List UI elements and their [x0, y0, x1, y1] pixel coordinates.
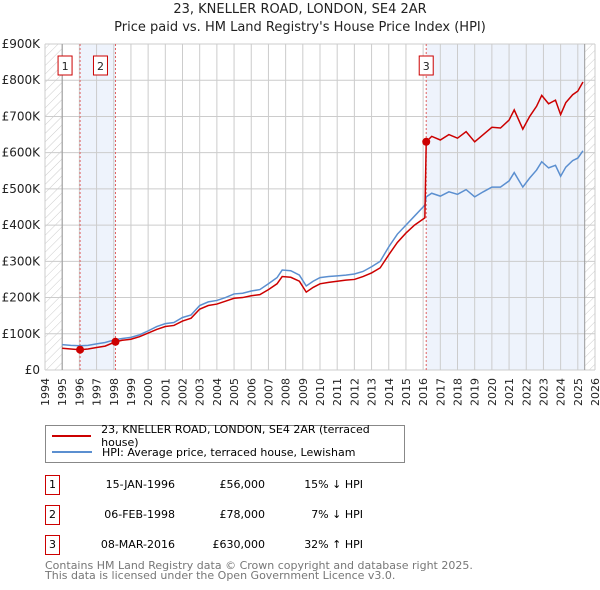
sale-label: 3: [423, 60, 430, 73]
sale-label-box: [92, 55, 108, 76]
transaction-date: 08-MAR-2016: [100, 538, 175, 551]
footer: Contains HM Land Registry data © Crown c…: [45, 559, 473, 582]
y-tick-label: £400K: [2, 218, 42, 232]
sale-label: 1: [62, 60, 69, 73]
hatch-after-data: [584, 44, 595, 370]
x-tick-label: 2018: [452, 378, 465, 406]
transaction-marker: 3: [45, 535, 60, 555]
x-tick-label: 2009: [297, 378, 310, 406]
transaction-row: 1 15-JAN-1996 £56,000 15% ↓ HPI: [45, 475, 375, 495]
property-price-line: [62, 81, 584, 351]
sale-label-box: [418, 55, 434, 76]
y-tick-label: £100K: [2, 327, 42, 341]
footer-line1: Contains HM Land Registry data © Crown c…: [45, 559, 473, 572]
x-tick-label: 1998: [108, 378, 121, 406]
transaction-marker: 2: [45, 505, 60, 525]
chart-title: 23, KNELLER ROAD, LONDON, SE4 2AR: [173, 2, 427, 17]
x-tick-label: 2011: [331, 378, 344, 406]
x-tick-label: 2019: [469, 378, 482, 406]
transaction-row: 2 06-FEB-1998 £78,000 7% ↓ HPI: [45, 505, 375, 525]
x-tick-label: 2023: [537, 378, 550, 406]
x-tick-label: 2005: [228, 378, 241, 406]
transaction-date: 15-JAN-1996: [105, 478, 175, 491]
transaction-price: £78,000: [219, 508, 266, 521]
chart-subtitle: Price paid vs. HM Land Registry's House …: [114, 20, 486, 35]
x-tick-label: 1994: [39, 378, 52, 406]
hpi-line: [62, 150, 584, 347]
x-tick-label: 2014: [383, 378, 396, 406]
sale-label-box: [57, 55, 73, 76]
hatch-before-data: [45, 44, 63, 370]
legend-swatch-red: [52, 435, 92, 437]
sale-point: [76, 345, 85, 354]
x-tick-label: 2021: [503, 378, 516, 406]
y-tick-label: £800K: [2, 73, 42, 87]
x-tick-label: 2010: [314, 378, 327, 406]
x-tick-label: 2007: [262, 378, 275, 406]
x-tick-label: 2024: [555, 378, 568, 406]
legend-item-property: 23, KNELLER ROAD, LONDON, SE4 2AR (terra…: [46, 423, 404, 449]
x-tick-label: 2004: [211, 378, 224, 406]
sale-point: [422, 137, 431, 146]
x-tick-label: 2000: [142, 378, 155, 406]
transaction-row: 3 08-MAR-2016 £630,000 32% ↑ HPI: [45, 535, 375, 555]
y-tick-label: £700K: [2, 109, 42, 123]
transaction-hpi-diff: 32% ↑ HPI: [304, 538, 363, 551]
x-tick-label: 2026: [589, 378, 600, 406]
x-tick-label: 2008: [280, 378, 293, 406]
x-tick-label: 2016: [417, 378, 430, 406]
x-tick-label: 2001: [159, 378, 172, 406]
transaction-marker: 1: [45, 475, 60, 495]
x-tick-label: 2013: [366, 378, 379, 406]
x-tick-label: 1997: [91, 378, 104, 406]
footer-line2: This data is licensed under the Open Gov…: [45, 569, 396, 582]
x-tick-label: 2003: [194, 378, 207, 406]
x-tick-label: 2017: [434, 378, 447, 406]
price-chart: 1994 1995 1996 1997 1998 1999 2000 2001 2002 2003…: [2, 37, 600, 406]
shaded-period: [80, 44, 116, 370]
legend-label: 23, KNELLER ROAD, LONDON, SE4 2AR (terra…: [101, 423, 370, 449]
transaction-hpi-diff: 15% ↓ HPI: [304, 478, 363, 491]
x-tick-label: 2025: [572, 378, 585, 406]
shaded-period: [426, 44, 585, 370]
y-tick-label: £500K: [2, 182, 42, 196]
transaction-hpi-diff: 7% ↓ HPI: [311, 508, 363, 521]
x-tick-label: 1996: [73, 378, 86, 406]
x-tick-label: 2015: [400, 378, 413, 406]
legend: 23, KNELLER ROAD, LONDON, SE4 2AR (terra…: [45, 423, 405, 463]
transaction-date: 06-FEB-1998: [104, 508, 175, 521]
y-tick-label: £0: [25, 363, 40, 377]
y-tick-label: £900K: [2, 37, 42, 51]
x-tick-label: 2012: [348, 378, 361, 406]
sale-label: 2: [97, 60, 104, 73]
legend-swatch-blue: [52, 451, 92, 453]
y-tick-label: £200K: [2, 291, 42, 305]
x-tick-label: 2002: [177, 378, 190, 406]
x-tick-label: 2006: [245, 378, 258, 406]
y-tick-label: £600K: [2, 146, 42, 160]
x-tick-label: 2020: [486, 378, 499, 406]
legend-item-hpi: HPI: Average price, terraced house, Lewi…: [46, 444, 355, 460]
x-tick-label: 1999: [125, 378, 138, 406]
legend-label: HPI: Average price, terraced house, Lewi…: [102, 445, 356, 459]
x-tick-label: 1995: [56, 378, 69, 406]
transaction-price: £56,000: [219, 478, 266, 491]
sale-point: [111, 337, 120, 346]
transaction-price: £630,000: [212, 538, 266, 551]
x-tick-label: 2022: [520, 378, 533, 406]
y-tick-label: £300K: [2, 254, 42, 268]
